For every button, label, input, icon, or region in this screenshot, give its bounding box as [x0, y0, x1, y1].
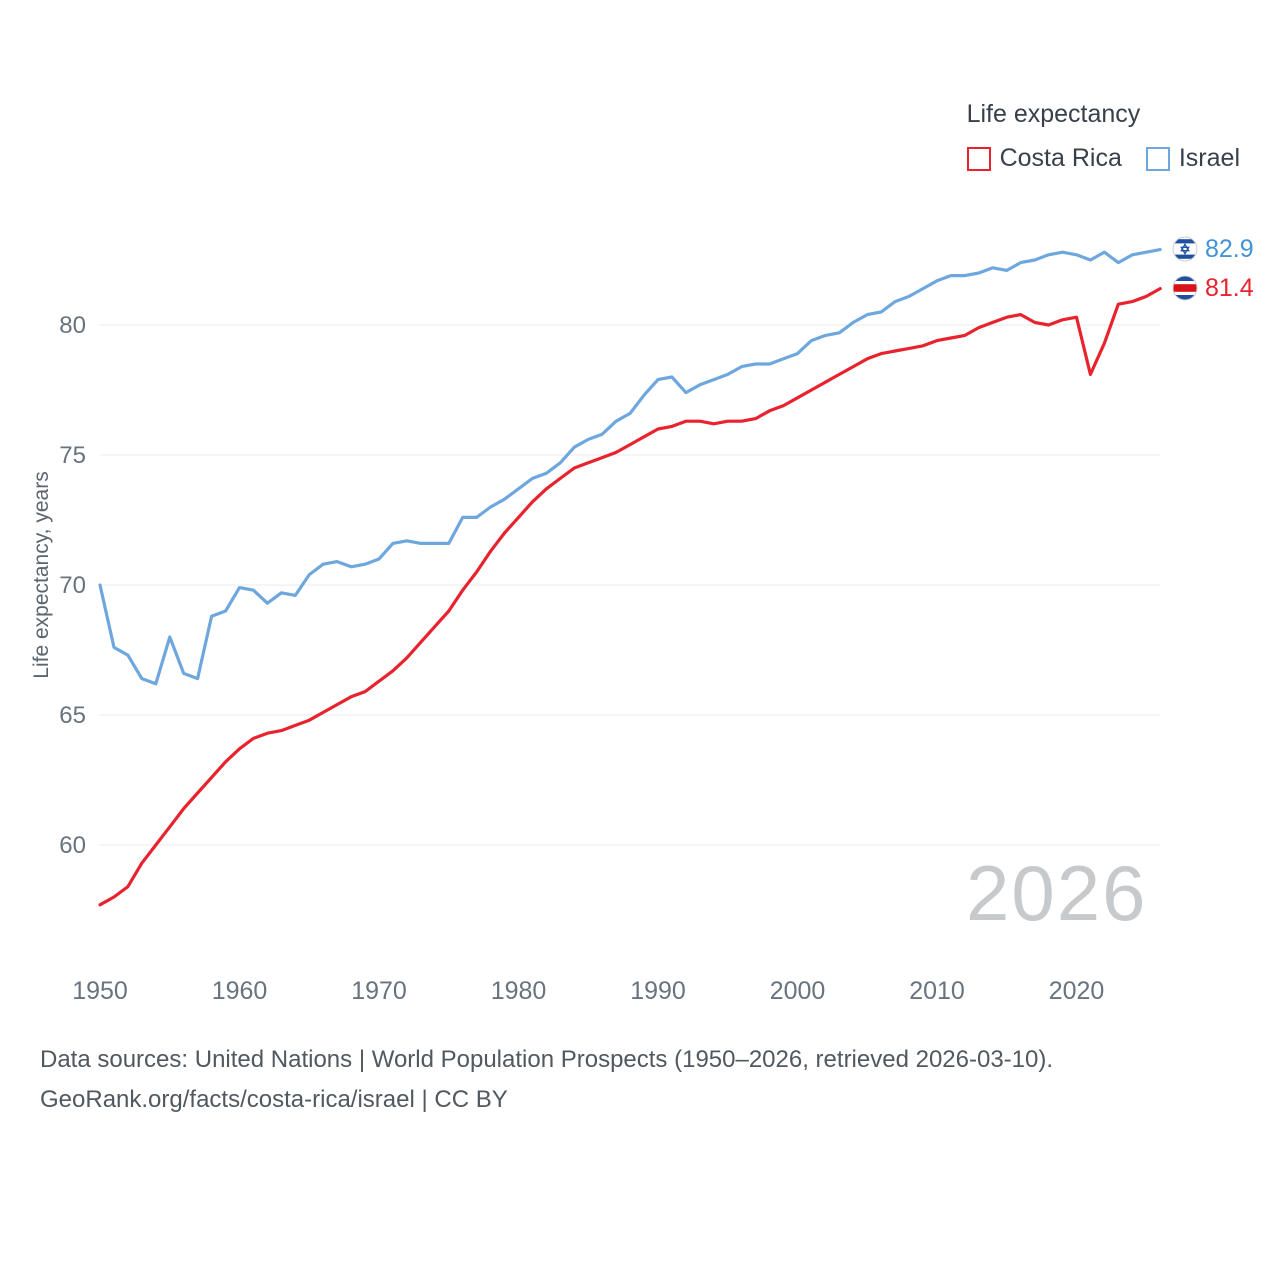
svg-text:80: 80	[59, 312, 86, 339]
end-label-israel: 82.9	[1172, 235, 1254, 264]
legend-label-costa-rica: Costa Rica	[999, 144, 1122, 172]
costa-rica-swatch-icon	[966, 146, 991, 171]
svg-text:1980: 1980	[491, 977, 547, 1005]
legend: Life expectancy Costa Rica Israel	[966, 100, 1240, 173]
footer-attribution: GeoRank.org/facts/costa-rica/israel | CC…	[40, 1085, 508, 1113]
svg-text:1970: 1970	[351, 977, 407, 1005]
y-axis-label: Life expectancy, years	[30, 471, 53, 679]
israel-flag-icon	[1172, 236, 1198, 262]
svg-text:1960: 1960	[212, 977, 268, 1005]
svg-text:60: 60	[59, 832, 86, 859]
svg-text:1950: 1950	[72, 977, 128, 1005]
svg-text:75: 75	[59, 442, 86, 469]
footer: Data sources: United Nations | World Pop…	[40, 1040, 1053, 1119]
svg-text:1990: 1990	[630, 977, 686, 1005]
watermark-year: 2026	[966, 849, 1148, 937]
costa-rica-flag-icon	[1172, 275, 1198, 301]
svg-text:65: 65	[59, 702, 86, 729]
svg-text:70: 70	[59, 572, 86, 599]
svg-text:2000: 2000	[770, 977, 826, 1005]
costa-rica-end-value: 81.4	[1205, 273, 1254, 302]
israel-swatch-icon	[1145, 146, 1170, 171]
legend-item-costa-rica: Costa Rica	[966, 144, 1122, 173]
legend-label-israel: Israel	[1178, 144, 1240, 172]
footer-data-sources: Data sources: United Nations | World Pop…	[40, 1046, 1054, 1073]
svg-text:2020: 2020	[1049, 977, 1105, 1005]
end-label-costa-rica: 81.4	[1172, 274, 1254, 303]
legend-title: Life expectancy	[966, 100, 1141, 128]
svg-text:2010: 2010	[909, 977, 965, 1005]
legend-item-israel: Israel	[1145, 144, 1240, 173]
israel-end-value: 82.9	[1205, 234, 1254, 263]
legend-items: Costa Rica Israel	[966, 144, 1240, 173]
